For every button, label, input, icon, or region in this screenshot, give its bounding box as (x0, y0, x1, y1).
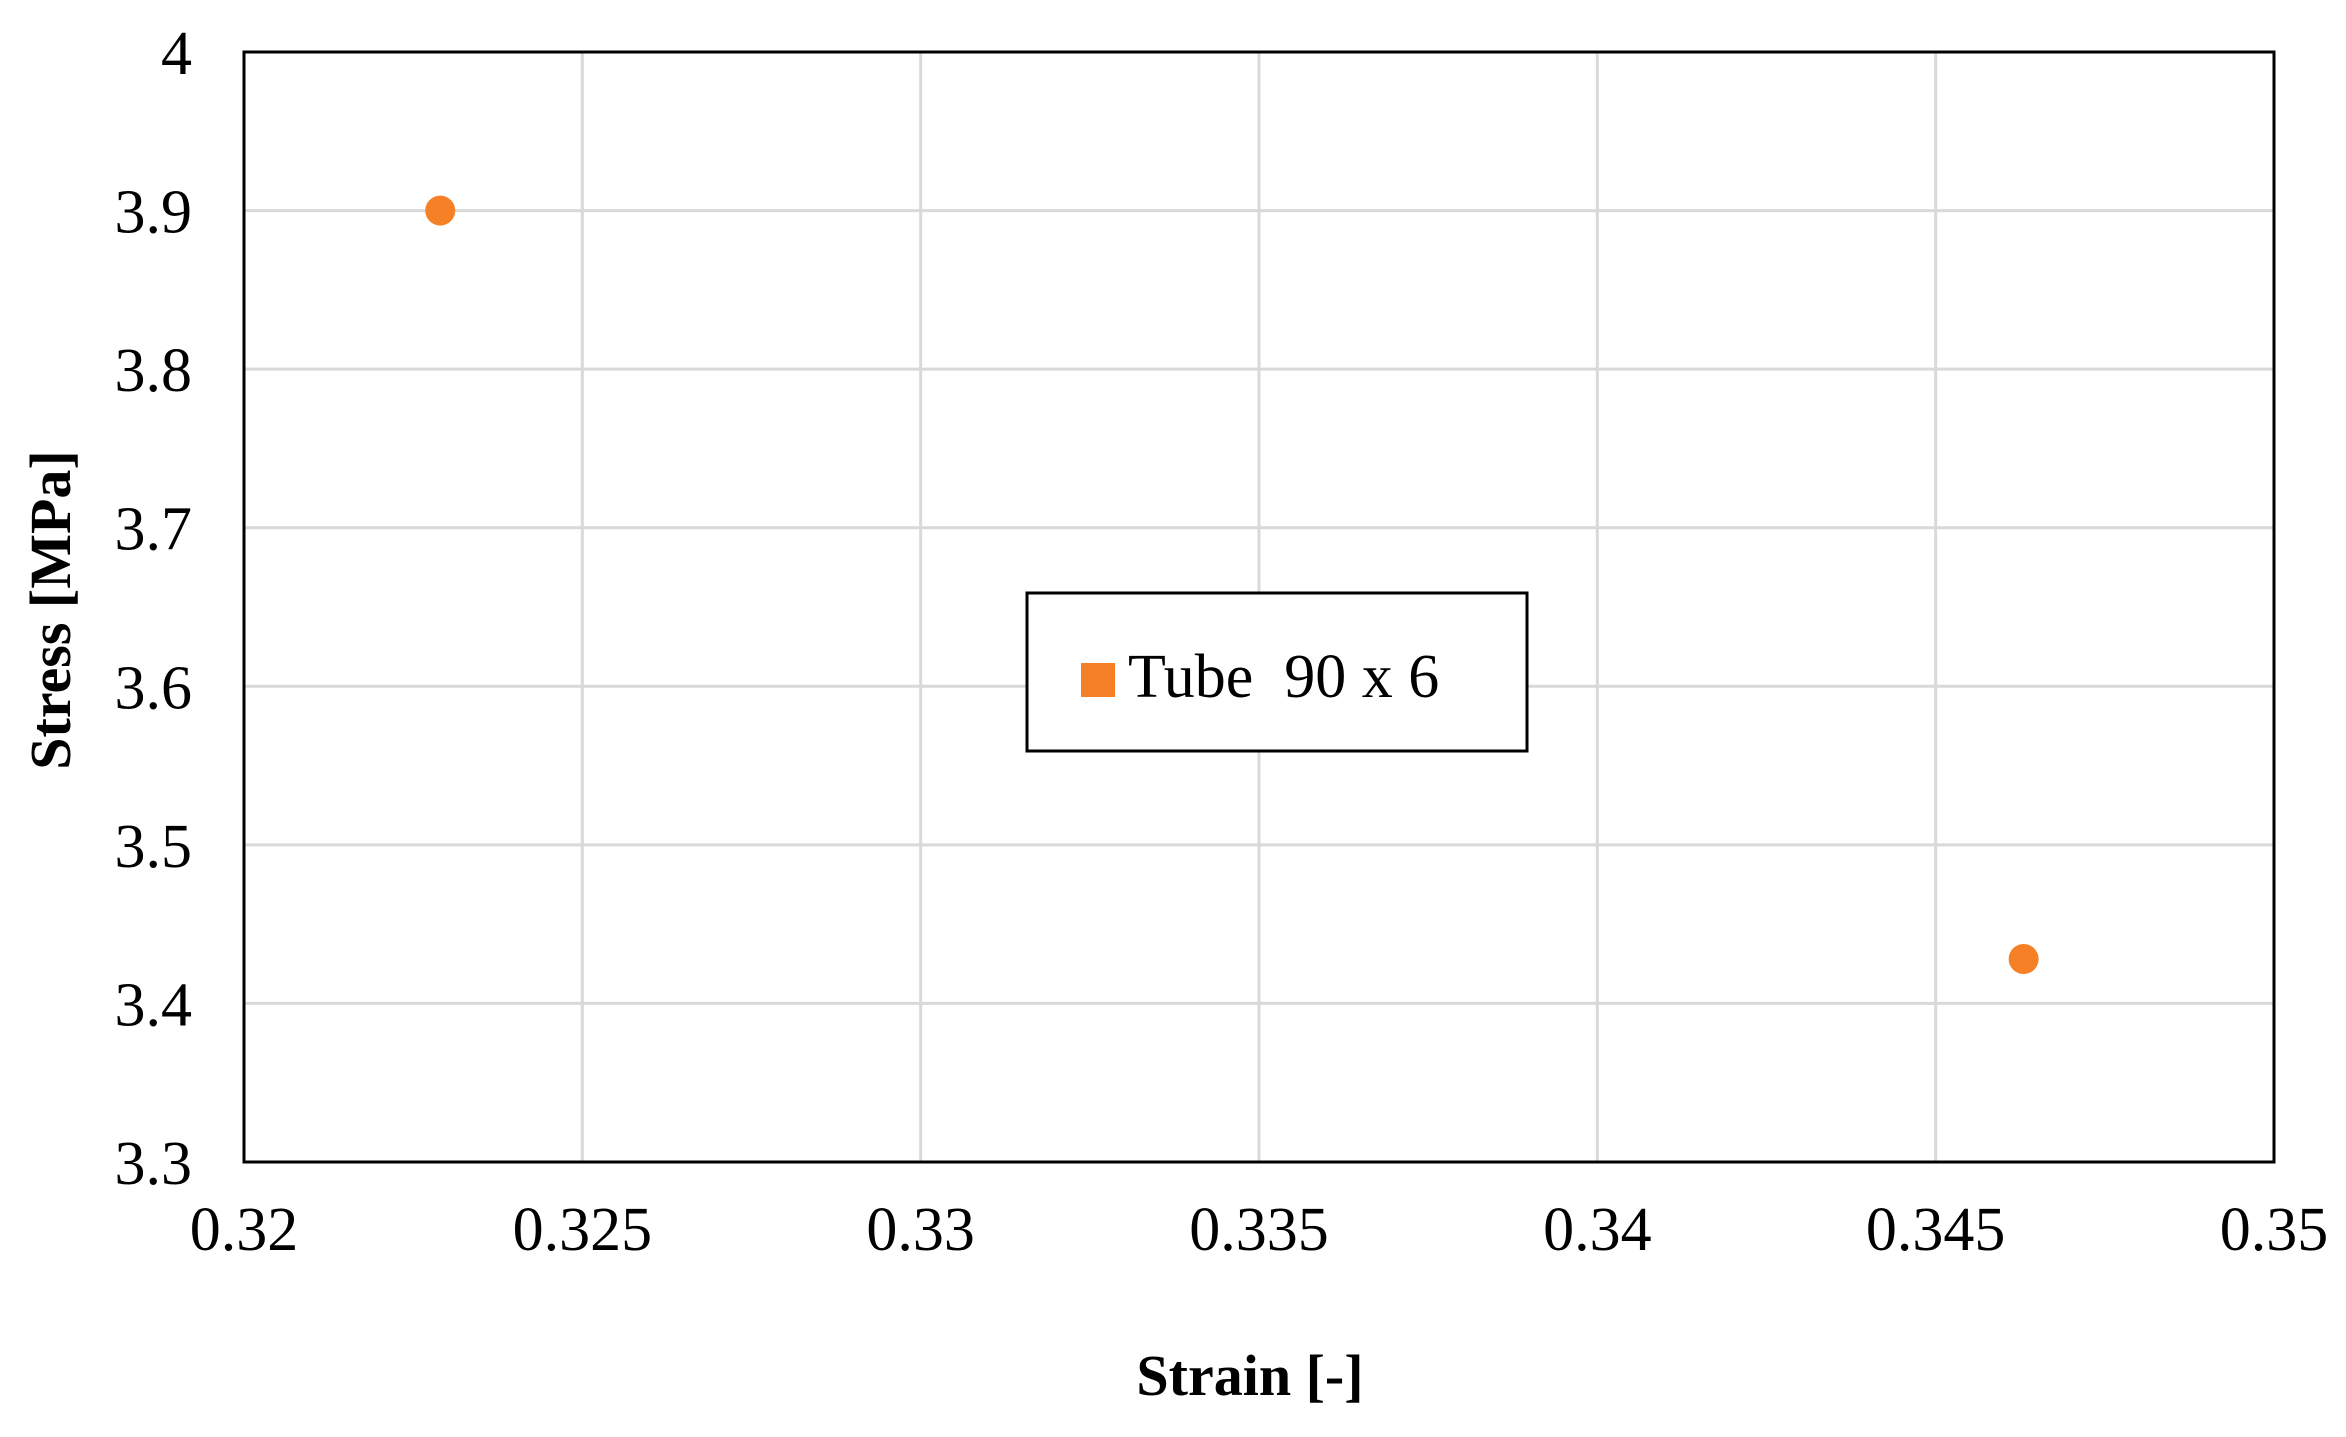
y-tick-label: 3.8 (115, 337, 193, 405)
data-point (425, 195, 456, 226)
x-tick-label: 0.345 (1866, 1196, 2006, 1264)
x-tick-label: 0.335 (1189, 1196, 1329, 1264)
x-tick-label: 0.32 (190, 1196, 299, 1264)
y-tick-label: 3.9 (115, 179, 193, 247)
plot-area-border (242, 50, 2276, 1164)
y-tick-label: 3.7 (115, 496, 193, 564)
x-tick-label: 0.325 (513, 1196, 653, 1264)
legend-label-tube-90x6: Tube 90 x 6 (1128, 643, 1439, 711)
data-points (425, 195, 2039, 975)
y-tick-label: 3.5 (115, 813, 193, 881)
y-tick-label: 4 (161, 20, 192, 88)
x-tick-label: 0.34 (1543, 1196, 1652, 1264)
x-axis-tick-labels: 0.32 0.325 0.33 0.335 0.34 0.345 0.35 (190, 1196, 2329, 1264)
y-tick-label: 3.3 (115, 1130, 193, 1198)
data-point (2008, 944, 2039, 975)
x-axis-title: Strain [-] (1136, 1343, 1363, 1408)
x-tick-label: 0.35 (2220, 1196, 2329, 1264)
y-tick-label: 3.4 (115, 971, 193, 1039)
legend: Tube 90 x 6 (1025, 591, 1529, 753)
x-tick-label: 0.33 (866, 1196, 975, 1264)
legend-swatch-tube-90x6 (1081, 663, 1115, 697)
y-tick-label: 3.6 (115, 654, 193, 722)
y-axis-title: Stress [MPa] (18, 450, 83, 769)
y-axis-tick-labels: 3.3 3.4 3.5 3.6 3.7 3.8 3.9 4 (115, 20, 193, 1198)
